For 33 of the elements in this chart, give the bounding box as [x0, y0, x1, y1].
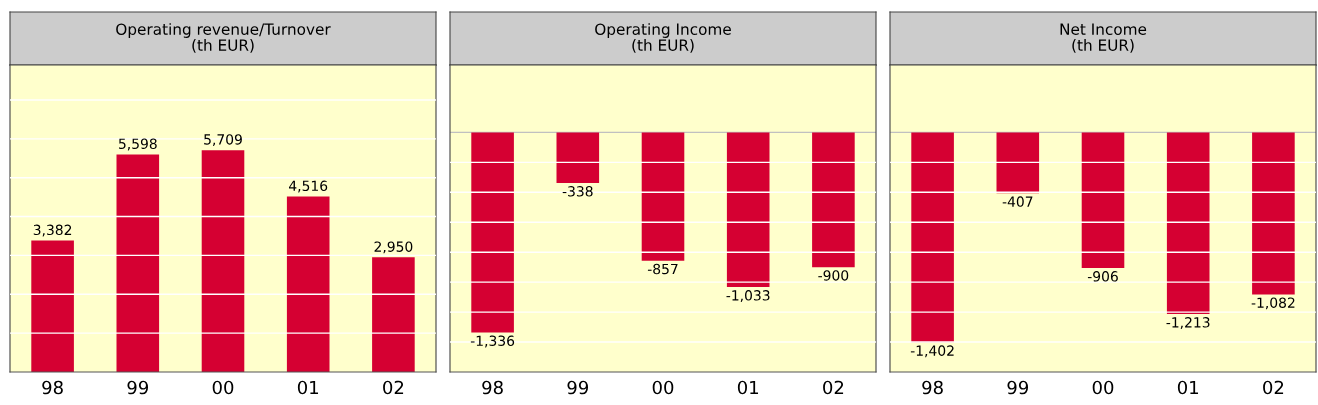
data-label: -338 [562, 186, 593, 197]
x-tick-label: 02 [823, 380, 844, 395]
data-label: 5,709 [204, 134, 242, 147]
x-tick-label: 02 [1263, 380, 1284, 395]
data-label: -1,033 [726, 290, 770, 303]
data-label: 4,516 [289, 180, 328, 193]
data-label: -1,213 [1166, 317, 1210, 329]
data-label: -1,402 [910, 345, 954, 358]
x-tick-label: 00 [1092, 380, 1114, 395]
data-label: -900 [818, 270, 849, 281]
x-tick-label: 98 [922, 380, 943, 395]
x-tick-label: 00 [652, 380, 674, 395]
x-tick-label: 98 [482, 380, 503, 395]
x-tick-label: 00 [212, 380, 234, 395]
x-tick-label: 98 [42, 380, 63, 395]
x-tick-label: 99 [567, 380, 589, 395]
data-label: -1,336 [470, 335, 515, 348]
x-tick-label: 02 [383, 380, 404, 395]
data-label: -407 [1002, 196, 1033, 207]
x-tick-label: 99 [127, 380, 149, 395]
data-label: 5,598 [118, 138, 157, 151]
x-tick-label: 01 [1177, 380, 1199, 395]
chart-title: Net Income (th EUR) [1060, 23, 1147, 53]
data-label: -857 [647, 263, 678, 275]
data-label: -906 [1087, 271, 1118, 282]
x-tick-label: 99 [1007, 380, 1029, 395]
chart-title: Operating Income (th EUR) [595, 23, 731, 53]
data-label: 2,950 [374, 241, 413, 254]
data-label: 3,382 [33, 224, 72, 237]
data-label: -1,082 [1251, 297, 1295, 310]
chart-title: Operating revenue/Turnover (th EUR) [116, 23, 331, 53]
x-tick-label: 01 [297, 380, 319, 395]
x-tick-label: 01 [737, 380, 759, 395]
